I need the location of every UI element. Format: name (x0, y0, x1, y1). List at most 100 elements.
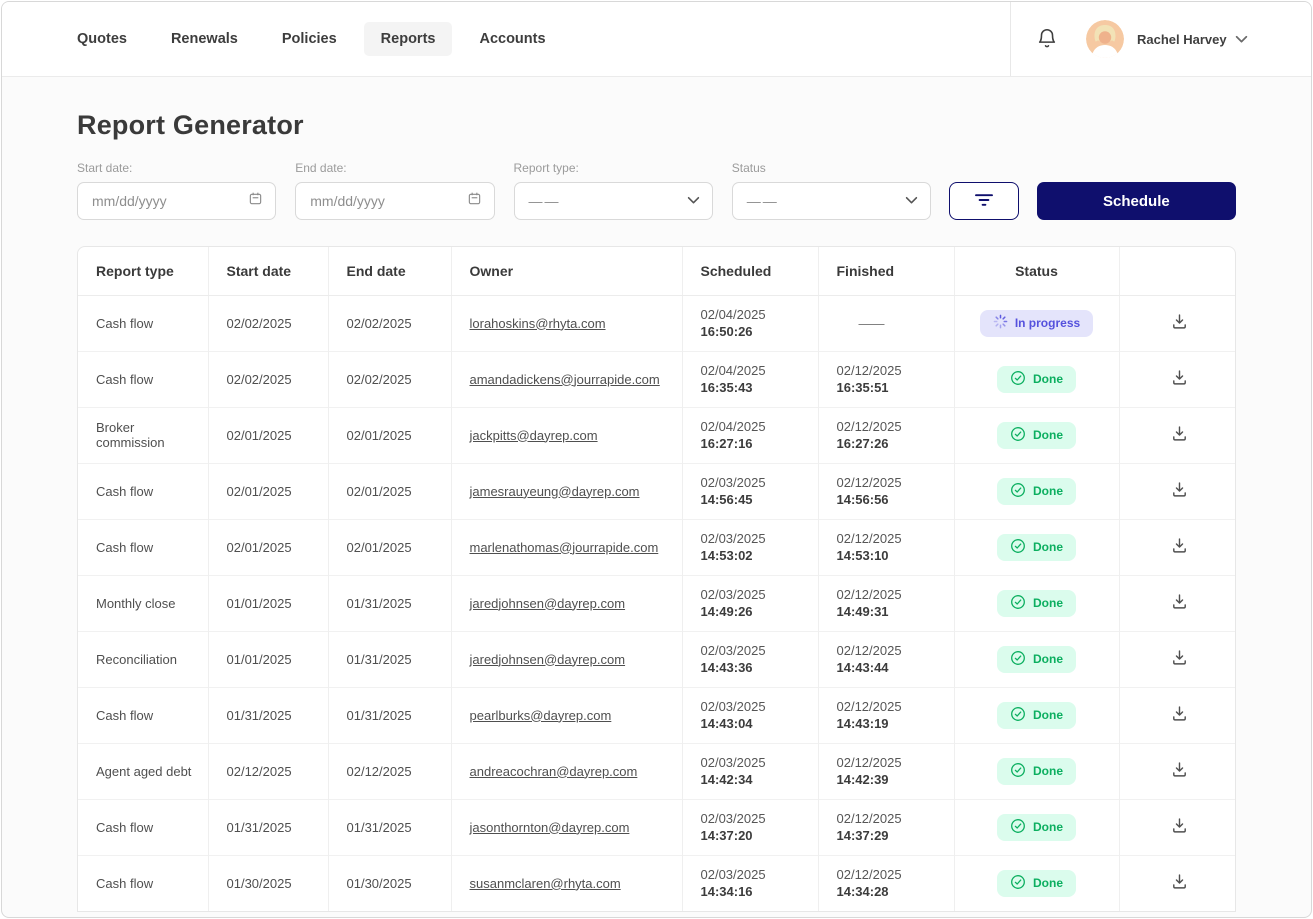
table-body: Cash flow 02/02/2025 02/02/2025 lorahosk… (78, 295, 1235, 911)
finished-cell: 02/12/2025 14:56:56 (818, 462, 955, 519)
status-cell: Done (954, 630, 1120, 687)
owner-link[interactable]: jackpitts@dayrep.com (469, 427, 598, 443)
download-icon (1170, 538, 1189, 558)
download-button[interactable] (1164, 866, 1195, 900)
owner-link[interactable]: lorahoskins@rhyta.com (469, 315, 606, 331)
download-button[interactable] (1164, 754, 1195, 788)
start-date-input[interactable]: mm/dd/yyyy (77, 182, 277, 220)
download-icon (1170, 874, 1189, 894)
status-filter-label: Status (731, 161, 766, 175)
nav-item-policies[interactable]: Policies (281, 31, 337, 47)
end-date-cell: 02/02/2025 (328, 350, 452, 407)
start-date-cell: 01/01/2025 (208, 630, 329, 687)
download-button[interactable] (1164, 474, 1195, 508)
status-badge: Done (997, 589, 1076, 617)
owner-link[interactable]: jaredjohnsen@dayrep.com (469, 651, 626, 667)
finished-cell: 02/12/2025 14:43:44 (818, 630, 955, 687)
owner-cell: amandadickens@jourrapide.com (451, 350, 683, 407)
scheduled-cell: 02/03/2025 14:43:04 (682, 686, 819, 743)
report-type-cell: Reconciliation (78, 630, 209, 687)
download-button[interactable] (1164, 698, 1195, 732)
table-row: Cash flow 02/01/2025 02/01/2025 marlenat… (78, 518, 1235, 575)
owner-link[interactable]: jaredjohnsen@dayrep.com (469, 595, 626, 611)
filter-icon (974, 193, 994, 210)
user-name[interactable]: Rachel Harvey (1137, 31, 1227, 47)
schedule-button[interactable]: Schedule (1036, 182, 1236, 220)
download-button[interactable] (1164, 642, 1195, 676)
start-date-placeholder: mm/dd/yyyy (92, 193, 167, 209)
download-cell (1119, 630, 1235, 687)
check-circle-icon (1010, 426, 1026, 445)
report-type-cell: Cash flow (78, 798, 209, 855)
end-date-input[interactable]: mm/dd/yyyy (295, 182, 495, 220)
report-type-label: Report type: (513, 161, 579, 175)
owner-link[interactable]: jasonthornton@dayrep.com (469, 819, 630, 835)
finished-cell: 02/12/2025 14:42:39 (818, 742, 955, 799)
table-row: Cash flow 01/30/2025 01/30/2025 susanmcl… (78, 854, 1235, 911)
table-row: Cash flow 02/02/2025 02/02/2025 amandadi… (78, 350, 1235, 407)
owner-link[interactable]: pearlburks@dayrep.com (469, 707, 612, 723)
end-date-cell: 01/30/2025 (328, 854, 452, 911)
start-date-cell: 01/31/2025 (208, 798, 329, 855)
report-type-value: —— (528, 193, 561, 209)
owner-cell: lorahoskins@rhyta.com (451, 295, 683, 351)
finished-cell: 02/12/2025 14:37:29 (818, 798, 955, 855)
download-button[interactable] (1164, 530, 1195, 564)
owner-link[interactable]: jamesrauyeung@dayrep.com (469, 483, 640, 499)
status-badge: Done (997, 645, 1076, 673)
table-row: Agent aged debt 02/12/2025 02/12/2025 an… (78, 742, 1235, 799)
filters-bar: Start date: mm/dd/yyyy End date: mm/dd (77, 161, 1236, 220)
filter-button[interactable] (949, 182, 1019, 220)
owner-link[interactable]: susanmclaren@rhyta.com (469, 875, 621, 891)
end-date-cell: 01/31/2025 (328, 798, 452, 855)
report-type-select[interactable]: —— (513, 182, 713, 220)
header-scheduled: Scheduled (682, 247, 819, 296)
download-cell (1119, 295, 1235, 351)
chevron-down-icon[interactable] (1235, 35, 1248, 44)
owner-cell: jaredjohnsen@dayrep.com (451, 630, 683, 687)
avatar[interactable] (1086, 20, 1124, 58)
scheduled-cell: 02/03/2025 14:43:36 (682, 630, 819, 687)
status-cell: In progress (954, 295, 1120, 351)
check-circle-icon (1010, 594, 1026, 613)
table-row: Cash flow 02/02/2025 02/02/2025 lorahosk… (78, 295, 1235, 351)
download-button[interactable] (1164, 418, 1195, 452)
calendar-icon[interactable] (248, 191, 263, 211)
report-type-cell: Cash flow (78, 518, 209, 575)
owner-link[interactable]: amandadickens@jourrapide.com (469, 371, 660, 387)
nav-item-accounts[interactable]: Accounts (479, 31, 546, 47)
header-report-type: Report type (78, 247, 209, 296)
start-date-cell: 02/12/2025 (208, 742, 329, 799)
download-icon (1170, 762, 1189, 782)
calendar-icon[interactable] (467, 191, 482, 211)
download-button[interactable] (1164, 810, 1195, 844)
report-type-cell: Monthly close (78, 574, 209, 631)
status-badge: Done (997, 477, 1076, 505)
report-type-cell: Broker commission (78, 406, 209, 463)
owner-link[interactable]: andreacochran@dayrep.com (469, 763, 638, 779)
owner-cell: jackpitts@dayrep.com (451, 406, 683, 463)
table-row: Cash flow 02/01/2025 02/01/2025 jamesrau… (78, 462, 1235, 519)
status-cell: Done (954, 854, 1120, 911)
header-start-date: Start date (208, 247, 329, 296)
nav-item-renewals[interactable]: Renewals (170, 31, 238, 47)
owner-link[interactable]: marlenathomas@jourrapide.com (469, 539, 659, 555)
nav-item-quotes[interactable]: Quotes (77, 31, 127, 47)
download-button[interactable] (1164, 362, 1195, 396)
download-icon (1170, 594, 1189, 614)
notifications-button[interactable] (1036, 27, 1058, 52)
start-date-cell: 02/01/2025 (208, 518, 329, 575)
status-select[interactable]: —— (731, 182, 931, 220)
download-button[interactable] (1164, 306, 1195, 340)
status-badge: Done (997, 813, 1076, 841)
owner-cell: pearlburks@dayrep.com (451, 686, 683, 743)
bell-icon (1036, 27, 1058, 52)
owner-cell: jaredjohnsen@dayrep.com (451, 574, 683, 631)
report-type-cell: Cash flow (78, 686, 209, 743)
start-date-cell: 02/02/2025 (208, 350, 329, 407)
download-icon (1170, 314, 1189, 334)
nav-item-reports[interactable]: Reports (363, 22, 453, 56)
end-date-label: End date: (295, 161, 347, 175)
download-button[interactable] (1164, 586, 1195, 620)
